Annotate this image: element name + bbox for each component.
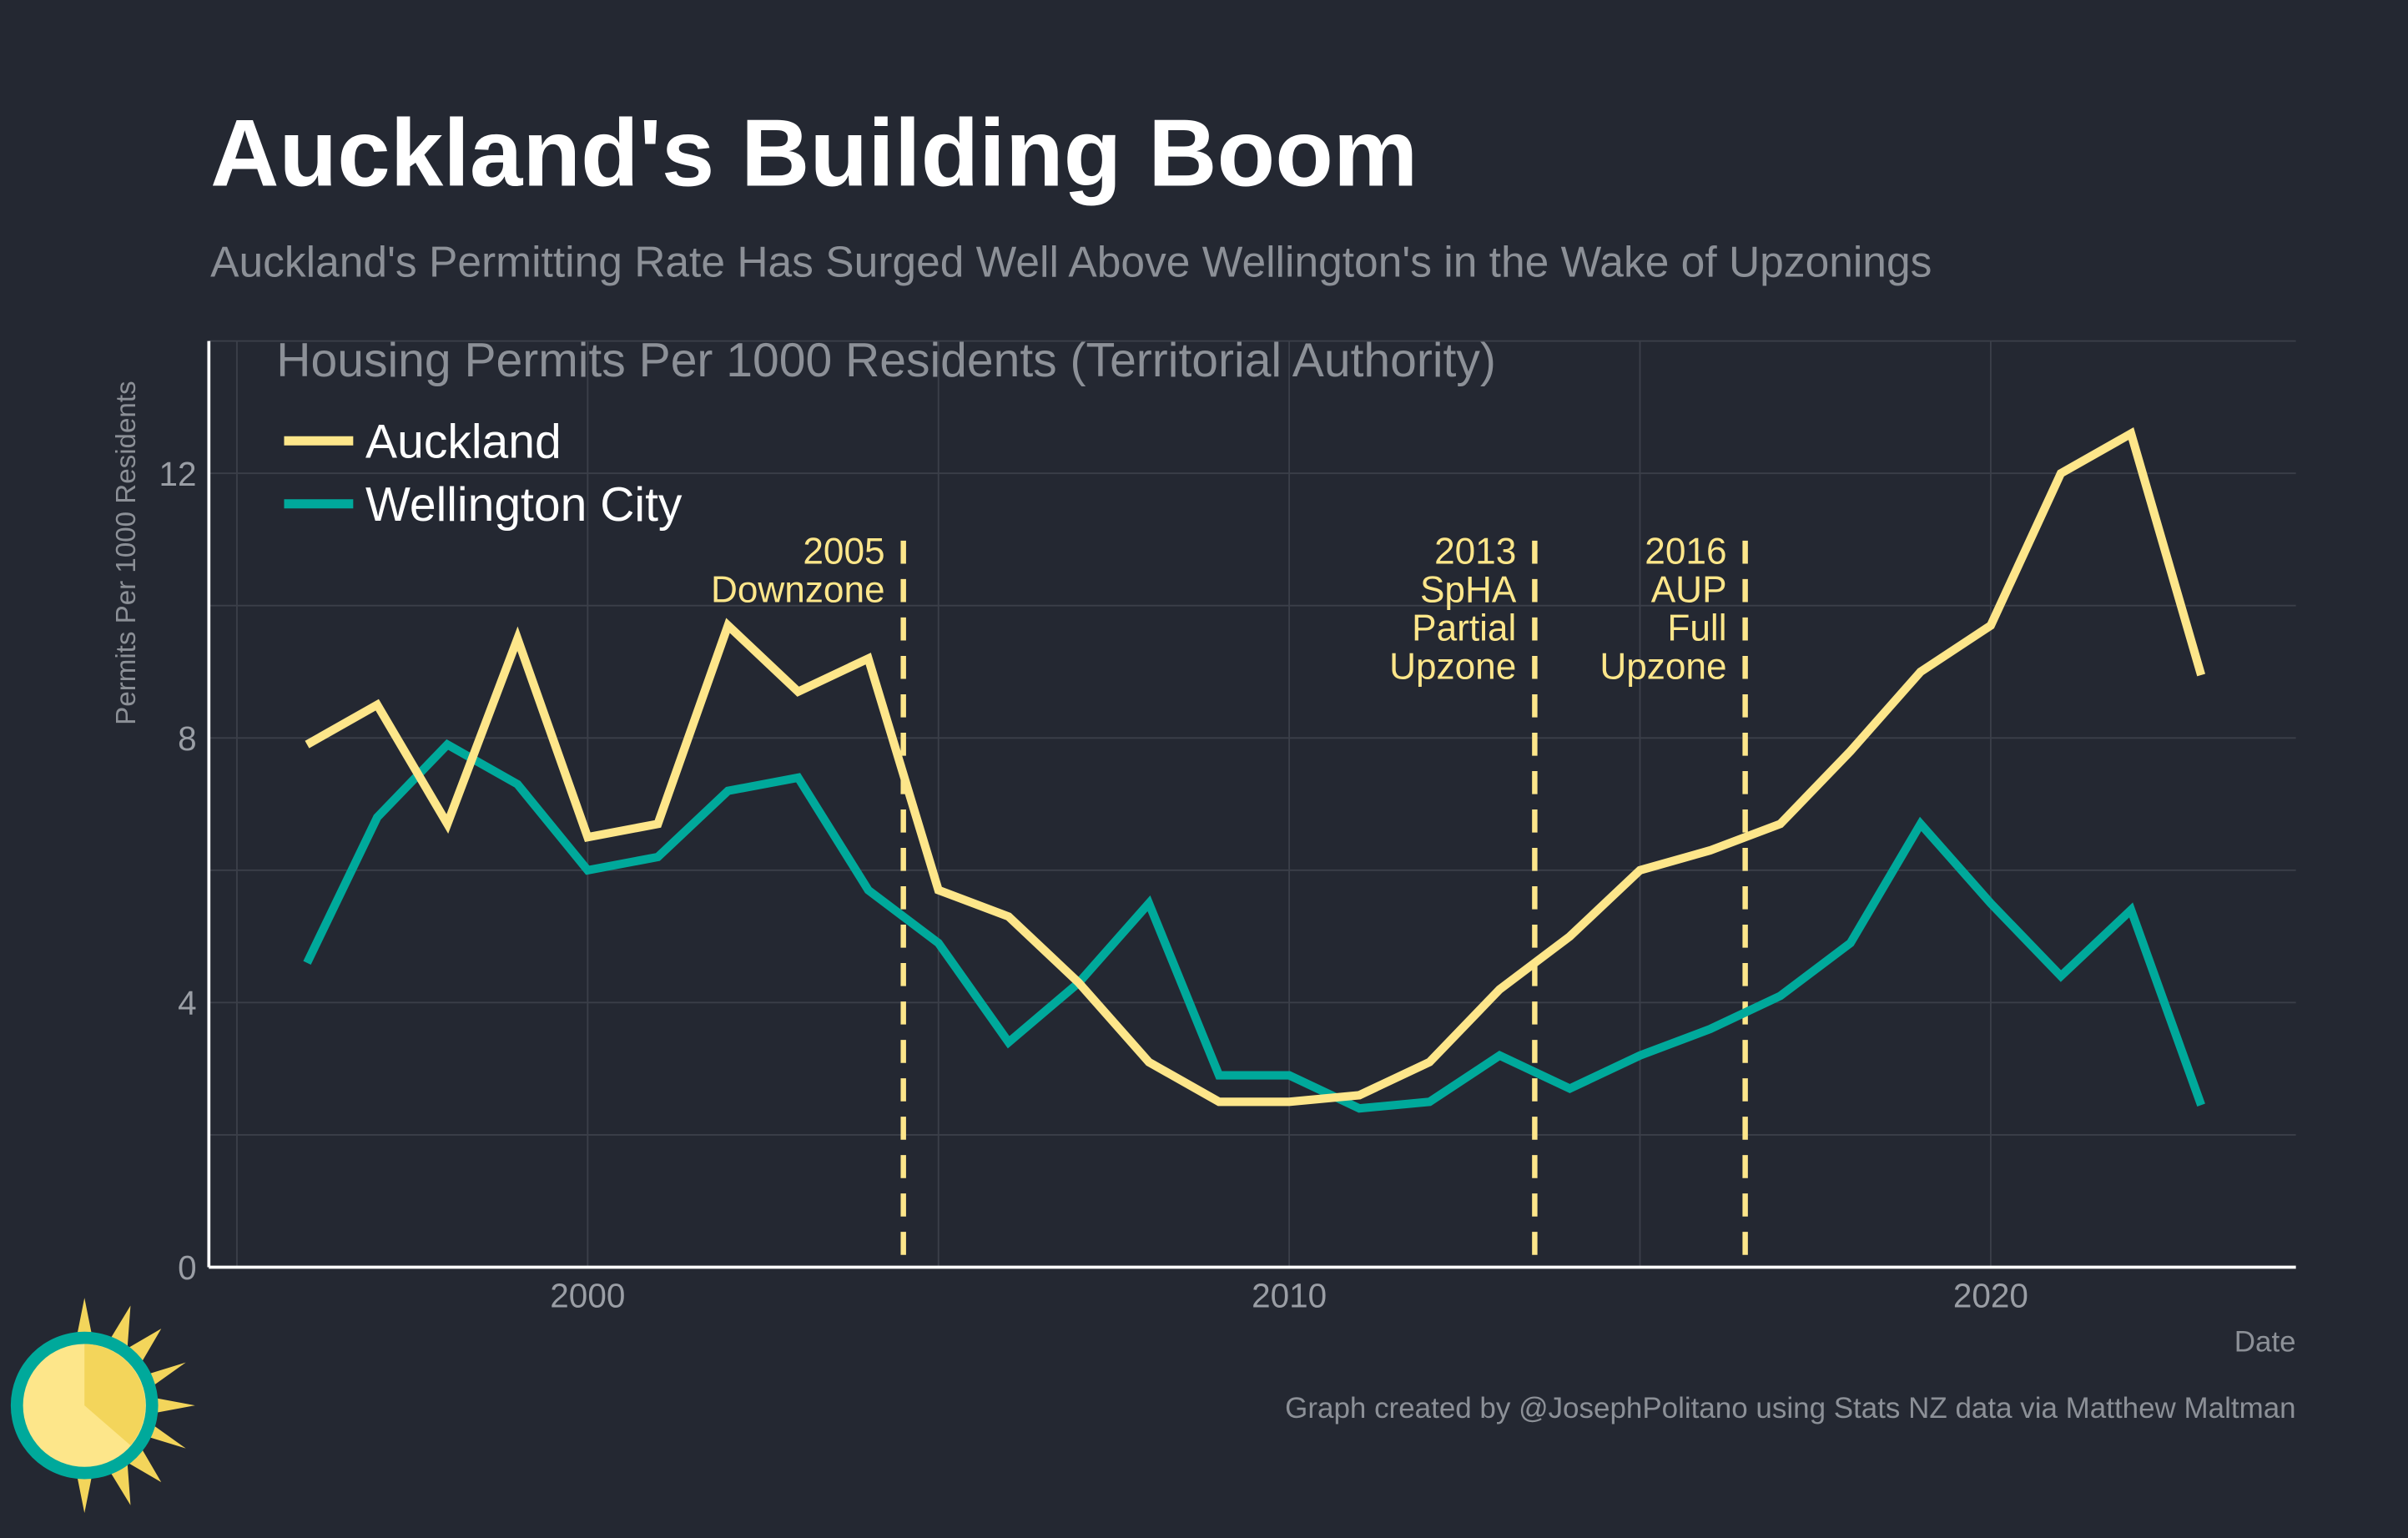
axes: 0 4 8 12 2000 2010 2020 [159, 340, 2296, 1314]
annotation-label: AUP [1651, 570, 1727, 611]
gridlines [209, 340, 2296, 1268]
annotation-label: Partial [1412, 608, 1516, 649]
annotation-label: 2005 [803, 532, 884, 572]
chart-title: Auckland's Building Boom [210, 101, 1418, 207]
x-tick-label: 2010 [1252, 1276, 1327, 1314]
annotations: 2005Downzone2013SpHAPartialUpzone2016AUP… [711, 532, 1748, 1268]
legend: Auckland Wellington City [284, 416, 683, 532]
y-tick-label: 0 [178, 1248, 197, 1287]
annotation-label: Full [1667, 608, 1726, 649]
annotation-label: SpHA [1420, 570, 1517, 611]
sun-logo-icon [10, 1298, 195, 1513]
y-tick-label: 12 [159, 455, 197, 493]
x-tick-label: 2020 [1953, 1276, 2028, 1314]
legend-label-wellington: Wellington City [365, 478, 683, 532]
caption: Graph created by @JosephPolitano using S… [1285, 1392, 2295, 1425]
legend-label-auckland: Auckland [365, 416, 562, 469]
series-line-wellington-city [303, 739, 2205, 1113]
annotation-label: Upzone [1389, 647, 1516, 688]
y-tick-label: 4 [178, 984, 197, 1022]
annotation-label: Upzone [1599, 647, 1726, 688]
series-lines [303, 427, 2205, 1113]
y-tick-label: 8 [178, 719, 197, 758]
series-line-auckland [305, 427, 2205, 1107]
annotation-label: 2013 [1434, 532, 1516, 572]
y-axis-label: Permits Per 1000 Residents [111, 381, 142, 724]
annotation-label: Downzone [711, 570, 885, 611]
x-axis-label: Date [2234, 1326, 2296, 1359]
plot-title: Housing Permits Per 1000 Residents (Terr… [276, 334, 1496, 387]
annotation-label: 2016 [1645, 532, 1726, 572]
x-tick-label: 2000 [550, 1276, 625, 1314]
chart-subtitle: Auckland's Permitting Rate Has Surged We… [210, 237, 1932, 285]
